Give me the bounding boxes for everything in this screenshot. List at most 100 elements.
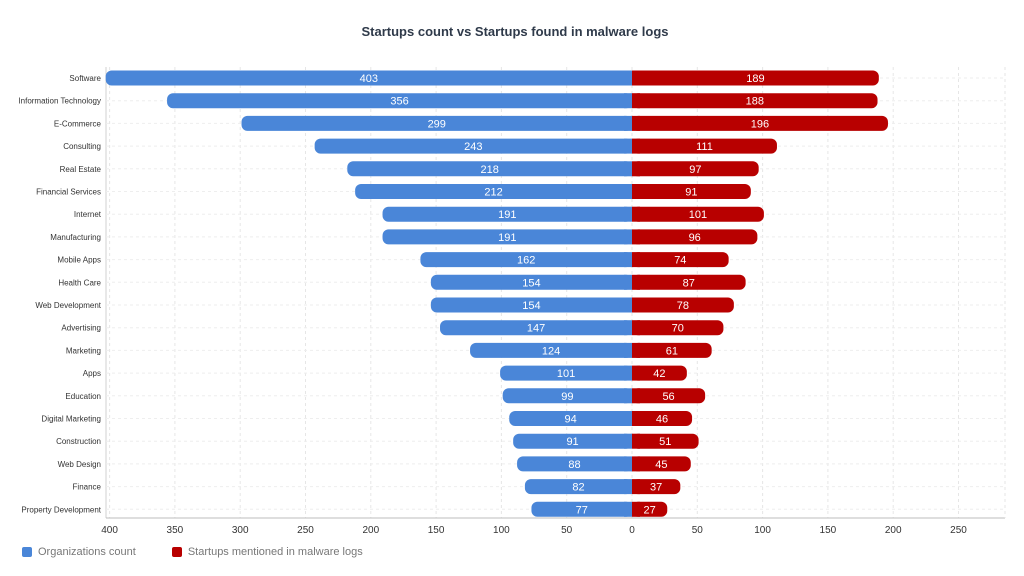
bar-organizations [382, 229, 632, 245]
bar-value-label: 82 [572, 482, 584, 494]
bar-value-label: 356 [390, 96, 408, 108]
category-label: Internet [74, 210, 102, 219]
x-tick-label: 350 [167, 525, 184, 536]
bar-organizations [440, 320, 632, 336]
bar-organizations-edge [624, 456, 632, 472]
category-label: Manufacturing [50, 233, 101, 242]
bar-malware [632, 365, 687, 381]
bar-malware [632, 297, 734, 313]
category-label: Real Estate [60, 165, 102, 174]
chart-title: Startups count vs Startups found in malw… [362, 24, 669, 39]
legend-label-malware: Startups mentioned in malware logs [187, 546, 363, 558]
bar-organizations-edge [624, 161, 632, 177]
category-label: Digital Marketing [41, 415, 101, 424]
bar-organizations-edge [624, 70, 632, 86]
bar-value-label: 99 [561, 391, 573, 403]
category-label: Web Development [35, 301, 101, 310]
x-tick-label: 100 [754, 525, 771, 536]
bar-organizations [167, 93, 632, 109]
bar-malware-edge [632, 161, 640, 177]
bar-organizations [509, 411, 632, 426]
bar-organizations-edge [624, 184, 632, 199]
x-tick-label: 250 [297, 525, 314, 536]
bar-malware [632, 433, 699, 449]
bar-malware-edge [632, 456, 640, 472]
bar-malware-edge [632, 184, 640, 199]
x-tick-label: 0 [629, 525, 635, 536]
bar-malware [632, 206, 764, 222]
bar-malware-edge [632, 479, 640, 495]
bar-value-label: 37 [650, 482, 662, 494]
bar-organizations [470, 342, 632, 358]
bar-malware [632, 501, 668, 517]
bar-organizations-edge [624, 411, 632, 426]
bar-organizations [430, 274, 632, 290]
category-label: Property Development [21, 505, 101, 514]
bar-malware-edge [632, 411, 640, 426]
category-label: Finance [73, 483, 102, 492]
bar-organizations-edge [624, 274, 632, 290]
bar-malware-edge [632, 365, 640, 381]
bar-malware-edge [632, 115, 640, 131]
category-label: Advertising [61, 324, 101, 333]
x-tick-label: 100 [493, 525, 510, 536]
bar-value-label: 191 [498, 209, 516, 221]
grid [105, 67, 1006, 519]
bar-value-label: 162 [517, 255, 535, 267]
bar-organizations [382, 206, 632, 222]
bar-malware-edge [632, 70, 640, 86]
bar-malware-edge [632, 229, 640, 245]
bar-malware-edge [632, 388, 640, 404]
category-label: Mobile Apps [57, 256, 101, 265]
bar-value-label: 97 [689, 164, 701, 176]
bar-value-label: 87 [683, 277, 695, 289]
bar-value-label: 243 [464, 141, 482, 153]
bar-value-label: 96 [689, 232, 701, 244]
x-tick-label: 50 [692, 525, 704, 536]
bar-organizations [513, 433, 632, 449]
bar-malware [632, 70, 879, 86]
legend-swatch-malware [171, 547, 182, 557]
bar-value-label: 56 [662, 391, 674, 403]
bar-value-label: 74 [674, 255, 686, 267]
bar-malware-edge [632, 501, 640, 517]
bar-value-label: 188 [746, 96, 764, 108]
bar-organizations-edge [624, 138, 632, 154]
legend: Organizations count Startups mentioned i… [22, 546, 363, 558]
bar-malware [632, 411, 693, 426]
bar-organizations [430, 297, 632, 313]
bar-organizations [420, 252, 632, 268]
bar-value-label: 403 [360, 73, 378, 85]
bar-organizations-edge [624, 229, 632, 245]
bar-organizations-edge [624, 252, 632, 268]
category-label: Marketing [66, 346, 101, 355]
legend-item-organizations[interactable]: Organizations count [22, 546, 136, 558]
bar-malware-edge [632, 93, 640, 109]
bar-value-label: 70 [672, 323, 684, 335]
bar-malware-edge [632, 206, 640, 222]
legend-swatch-organizations [22, 547, 32, 557]
bar-value-label: 191 [498, 232, 516, 244]
category-label: E-Commerce [54, 119, 102, 128]
bar-malware [632, 342, 712, 358]
legend-item-malware[interactable]: Startups mentioned in malware logs [171, 546, 363, 558]
bar-organizations-edge [624, 501, 632, 517]
category-label: Consulting [63, 142, 101, 151]
bar-organizations-edge [624, 115, 632, 131]
category-label: Apps [83, 369, 101, 378]
bar-malware [632, 320, 724, 336]
bar-malware [632, 115, 888, 131]
bar-malware-edge [632, 342, 640, 358]
bar-malware [632, 93, 878, 109]
bar-value-label: 101 [557, 368, 575, 380]
bar-organizations [524, 479, 632, 495]
bar-malware-edge [632, 274, 640, 290]
bar-malware [632, 138, 777, 154]
category-labels: Software Information Technology E-Commerce… [18, 74, 101, 514]
bar-value-label: 61 [666, 345, 678, 357]
bar-value-label: 27 [644, 504, 656, 516]
bar-value-label: 218 [480, 164, 498, 176]
category-label: Construction [56, 437, 101, 446]
x-tick-label: 250 [950, 525, 967, 536]
